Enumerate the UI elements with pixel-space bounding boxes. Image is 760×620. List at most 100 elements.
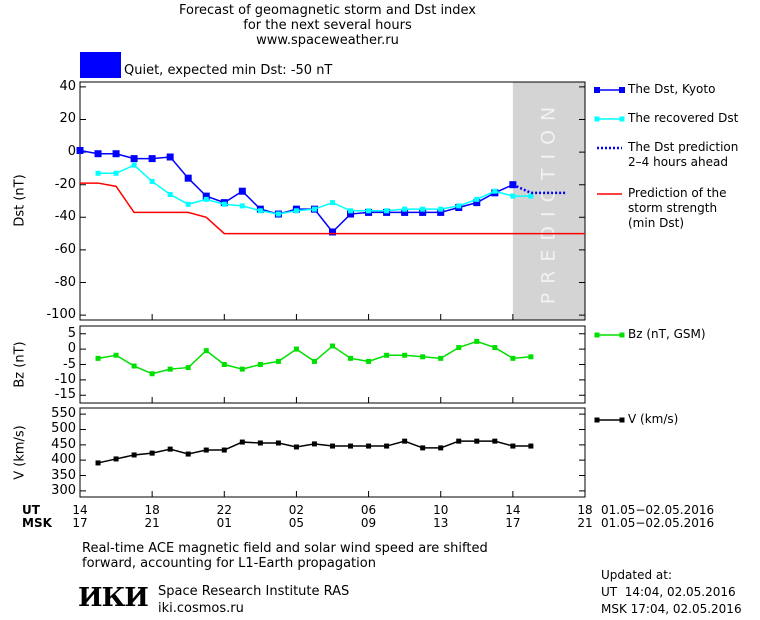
- data-point: [456, 438, 462, 444]
- data-point: [149, 371, 155, 377]
- data-point: [149, 450, 155, 456]
- prediction-band: [512, 82, 585, 320]
- data-point: [185, 451, 191, 457]
- data-point: [402, 352, 408, 358]
- legend-label: The Dst prediction 2–4 hours ahead: [628, 140, 739, 169]
- data-point: [366, 208, 372, 214]
- y-tick-label: 0: [67, 144, 76, 160]
- data-point: [293, 208, 299, 214]
- x-tick-label: 02: [288, 503, 305, 517]
- data-point: [438, 355, 444, 361]
- data-point: [148, 155, 156, 163]
- y-tick-label: -10: [54, 371, 76, 387]
- y-tick-label: 550: [51, 406, 76, 422]
- subtitle: www.spaceweather.ru: [256, 33, 399, 48]
- data-point: [257, 440, 263, 446]
- data-point: [113, 352, 119, 358]
- msk-label: MSK: [22, 516, 52, 530]
- data-point: [202, 192, 210, 200]
- x-tick-label-msk: 21: [577, 516, 593, 530]
- footnote: Real-time ACE magnetic field and solar w…: [82, 541, 488, 571]
- legend-marker: [619, 87, 625, 93]
- data-point: [257, 362, 263, 367]
- data-point: [437, 208, 445, 216]
- plot-frame: [79, 325, 586, 404]
- data-point: [492, 345, 498, 351]
- ut-label: UT: [22, 503, 40, 517]
- data-point: [420, 206, 426, 212]
- y-tick-label: -15: [54, 387, 76, 403]
- logo: ИКИ: [78, 583, 149, 613]
- data-point: [113, 170, 119, 176]
- data-point: [166, 153, 174, 161]
- data-point: [456, 345, 462, 351]
- y-tick-label: -5: [63, 356, 76, 372]
- y-tick-label: -80: [54, 274, 76, 290]
- data-point: [311, 206, 317, 212]
- data-point: [293, 444, 299, 450]
- data-point: [366, 358, 372, 364]
- data-point: [239, 203, 245, 209]
- series-line: [80, 182, 585, 235]
- y-tick-label: 400: [51, 452, 76, 468]
- x-tick-label: 18: [577, 503, 593, 517]
- data-point: [203, 447, 209, 453]
- data-point: [185, 201, 191, 207]
- legend-marker: [594, 417, 600, 423]
- updated-title: Updated at:: [601, 568, 672, 582]
- legend-label: The recovered Dst: [628, 111, 739, 125]
- series-line: [97, 340, 531, 375]
- data-point: [510, 193, 516, 199]
- data-point: [528, 354, 534, 360]
- data-point: [149, 178, 155, 184]
- data-point: [420, 445, 426, 451]
- legend-marker: [594, 87, 600, 93]
- data-point: [167, 366, 173, 372]
- legend-marker: [619, 417, 625, 423]
- y-tick-label: 5: [67, 325, 76, 341]
- data-point: [510, 443, 516, 449]
- updated-ut: UT 14:04, 02.05.2016: [601, 585, 736, 599]
- data-point: [384, 208, 390, 214]
- site: iki.cosmos.ru: [158, 601, 244, 616]
- data-point: [402, 206, 408, 212]
- x-tick-label-msk: 05: [288, 516, 305, 530]
- data-point: [311, 441, 317, 447]
- data-point: [492, 188, 498, 194]
- x-tick-label: 10: [433, 503, 449, 517]
- data-point: [528, 193, 534, 199]
- data-point: [131, 363, 137, 369]
- updated-msk: MSK 17:04, 02.05.2016: [601, 602, 742, 616]
- data-point: [275, 440, 281, 446]
- msk-range: 01.05−02.05.2016: [601, 516, 715, 530]
- data-point: [130, 155, 138, 163]
- data-point: [348, 208, 354, 214]
- x-tick-label: 18: [144, 503, 160, 517]
- y-tick-label: -60: [54, 241, 76, 257]
- x-tick-label-msk: 17: [72, 516, 88, 530]
- plot-frame: [79, 81, 586, 321]
- series-line: [79, 149, 514, 234]
- x-tick-label: 22: [216, 503, 232, 517]
- data-point: [76, 146, 84, 154]
- data-point: [348, 443, 354, 449]
- x-tick-label: 06: [360, 503, 377, 517]
- data-point: [221, 201, 227, 207]
- data-point: [95, 355, 101, 361]
- data-point: [184, 174, 192, 182]
- status-swatch: [80, 52, 121, 78]
- data-point: [131, 162, 137, 168]
- data-point: [275, 211, 281, 217]
- data-point: [438, 206, 444, 212]
- x-tick-label: 14: [72, 503, 88, 517]
- data-point: [419, 208, 427, 216]
- y-tick-label: 500: [51, 421, 76, 437]
- x-tick-label-msk: 01: [216, 516, 232, 530]
- data-point: [311, 358, 317, 364]
- legend-label: V (km/s): [628, 412, 679, 426]
- y-tick-label: 350: [51, 467, 76, 483]
- data-point: [95, 170, 101, 176]
- x-tick-label-msk: 21: [144, 516, 160, 530]
- data-point: [112, 150, 120, 158]
